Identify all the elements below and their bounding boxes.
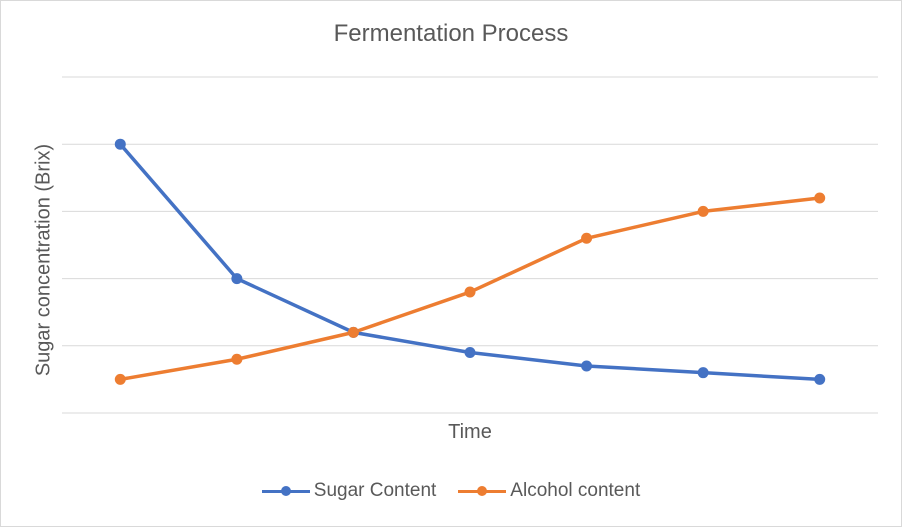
data-point-1-3	[464, 286, 476, 298]
data-point-1-1	[231, 353, 243, 365]
legend: Sugar Content Alcohol content	[0, 480, 902, 502]
data-point-0-0	[114, 138, 126, 150]
legend-item-sugar: Sugar Content	[261, 480, 437, 502]
legend-swatch-alcohol	[458, 484, 507, 498]
legend-swatch-sugar	[261, 484, 310, 498]
data-point-1-5	[697, 205, 709, 217]
series-line-0	[118, 143, 820, 382]
data-point-1-4	[581, 232, 593, 244]
legend-label-alcohol: Alcohol content	[510, 480, 641, 501]
data-point-1-0	[114, 373, 126, 385]
legend-item-alcohol: Alcohol content	[458, 480, 640, 502]
chart-title: Fermentation Process	[333, 20, 569, 47]
data-point-0-5	[697, 367, 709, 379]
data-point-0-4	[581, 360, 593, 372]
legend-label-sugar: Sugar Content	[313, 480, 437, 501]
x-axis-label: Time	[448, 421, 492, 443]
data-point-1-2	[347, 326, 359, 338]
data-point-0-3	[464, 347, 476, 359]
data-point-1-6	[814, 192, 826, 204]
data-point-0-6	[814, 373, 826, 385]
data-point-0-1	[231, 273, 243, 285]
